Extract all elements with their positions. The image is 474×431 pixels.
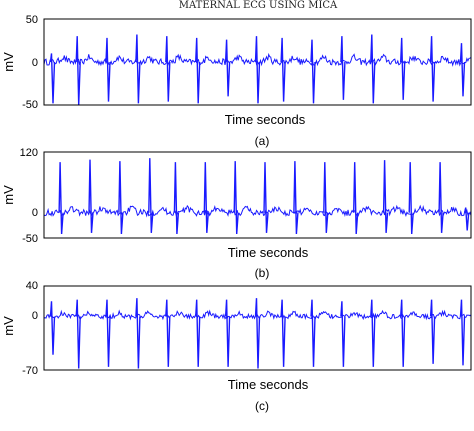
panel-a-caption: (a) [255,134,270,148]
panel-c-qrs-spike-5 [165,299,171,367]
panel-a: mV 50 0 -50 Time seconds (a) [1,14,472,148]
panel-c-qrs-spike-2 [75,299,81,369]
panel-a-ecg-trace [43,34,472,106]
panel-b-qrs-spike-15 [464,207,470,231]
panel-c-qrs-spike-10 [310,299,316,367]
panel-c-qrs-spike-6 [195,299,201,367]
panel-c-caption: (c) [255,399,269,413]
panel-a-qrs-spike-11 [340,36,346,100]
panel-a-qrs-spike-7 [224,39,231,97]
panel-b-ylabel: mV [1,185,16,205]
panel-c-qrs-spike-14 [429,299,436,364]
panel-a-qrs-spike-2 [75,36,81,106]
panel-a-ytick-top: 50 [26,14,38,26]
panel-b-caption: (b) [255,266,270,280]
panel-a-qrs-spike-4 [135,34,141,104]
panel-c-qrs-spike-11 [340,301,346,367]
panel-a-ytick-mid: 0 [32,57,38,69]
panel-a-qrs-spike-1 [49,53,56,104]
panel-c-xlabel: Time seconds [228,377,309,392]
panel-c-ytick-top: 40 [26,280,38,292]
panel-b-ytick-top: 120 [20,147,38,159]
panel-c-qrs-spike-8 [254,298,261,369]
panel-c-qrs-spike-13 [400,299,406,367]
panel-a-qrs-spike-8 [254,36,261,104]
panel-a-qrs-spike-5 [165,36,171,102]
panel-a-qrs-spike-15 [459,43,466,97]
panel-b-ecg-trace [43,158,472,235]
panel-b-qrs-spike-3 [118,161,124,235]
panel-c-qrs-spike-1 [49,301,56,355]
panel-a-qrs-spike-13 [400,37,406,100]
panel-b-qrs-spike-14 [438,162,444,233]
panel-b: mV 120 0 -50 Time seconds (b) [1,147,472,280]
panel-b-qrs-spike-6 [203,162,209,233]
panel-c-ylabel: mV [1,316,16,336]
panel-b-qrs-spike-8 [263,162,269,233]
panel-c-qrs-spike-7 [224,299,231,367]
panel-b-ytick-bottom: -50 [22,233,38,245]
panel-b-qrs-spike-13 [408,162,414,235]
panel-c-qrs-spike-4 [135,298,141,369]
panel-b-qrs-spike-4 [148,158,154,233]
figure-title: MATERNAL ECG USING MICA [179,0,338,11]
panel-c-qrs-spike-12 [370,299,376,367]
panel-a-qrs-spike-10 [310,39,316,104]
panel-c-qrs-spike-3 [105,299,111,367]
panel-a-qrs-spike-6 [195,37,201,104]
panel-b-baseline [43,204,472,218]
panel-c-qrs-spike-9 [280,299,286,367]
panel-c-plot-frame [43,285,472,371]
panel-b-qrs-spike-5 [173,162,180,235]
panel-a-qrs-spike-9 [280,37,286,102]
panel-b-qrs-spike-11 [353,162,359,235]
panel-c-ytick-bottom: -70 [22,365,38,377]
panel-a-qrs-spike-12 [370,34,376,104]
panel-a-ytick-bottom: -50 [22,99,38,111]
panel-b-qrs-spike-9 [293,161,299,235]
panel-b-qrs-spike-7 [233,161,239,235]
panel-b-xlabel: Time seconds [228,245,309,260]
panel-a-qrs-spike-3 [105,37,111,102]
panel-c-ecg-trace [43,298,472,369]
panel-c-qrs-spike-15 [459,299,466,366]
panel-a-xlabel: Time seconds [225,112,306,127]
panel-a-ylabel: mV [1,52,16,72]
panel-c-ytick-mid: 0 [32,310,38,322]
panel-a-plot-frame [43,18,472,106]
panel-b-qrs-spike-1 [58,162,64,235]
panel-a-qrs-spike-14 [429,36,436,102]
panel-b-qrs-spike-10 [323,162,329,233]
panel-b-qrs-spike-12 [382,160,389,233]
panel-b-qrs-spike-2 [88,159,94,233]
panel-c: mV 40 0 -70 Time seconds (c) [1,280,472,413]
panel-b-ytick-mid: 0 [32,207,38,219]
panel-b-plot-frame [43,151,472,239]
